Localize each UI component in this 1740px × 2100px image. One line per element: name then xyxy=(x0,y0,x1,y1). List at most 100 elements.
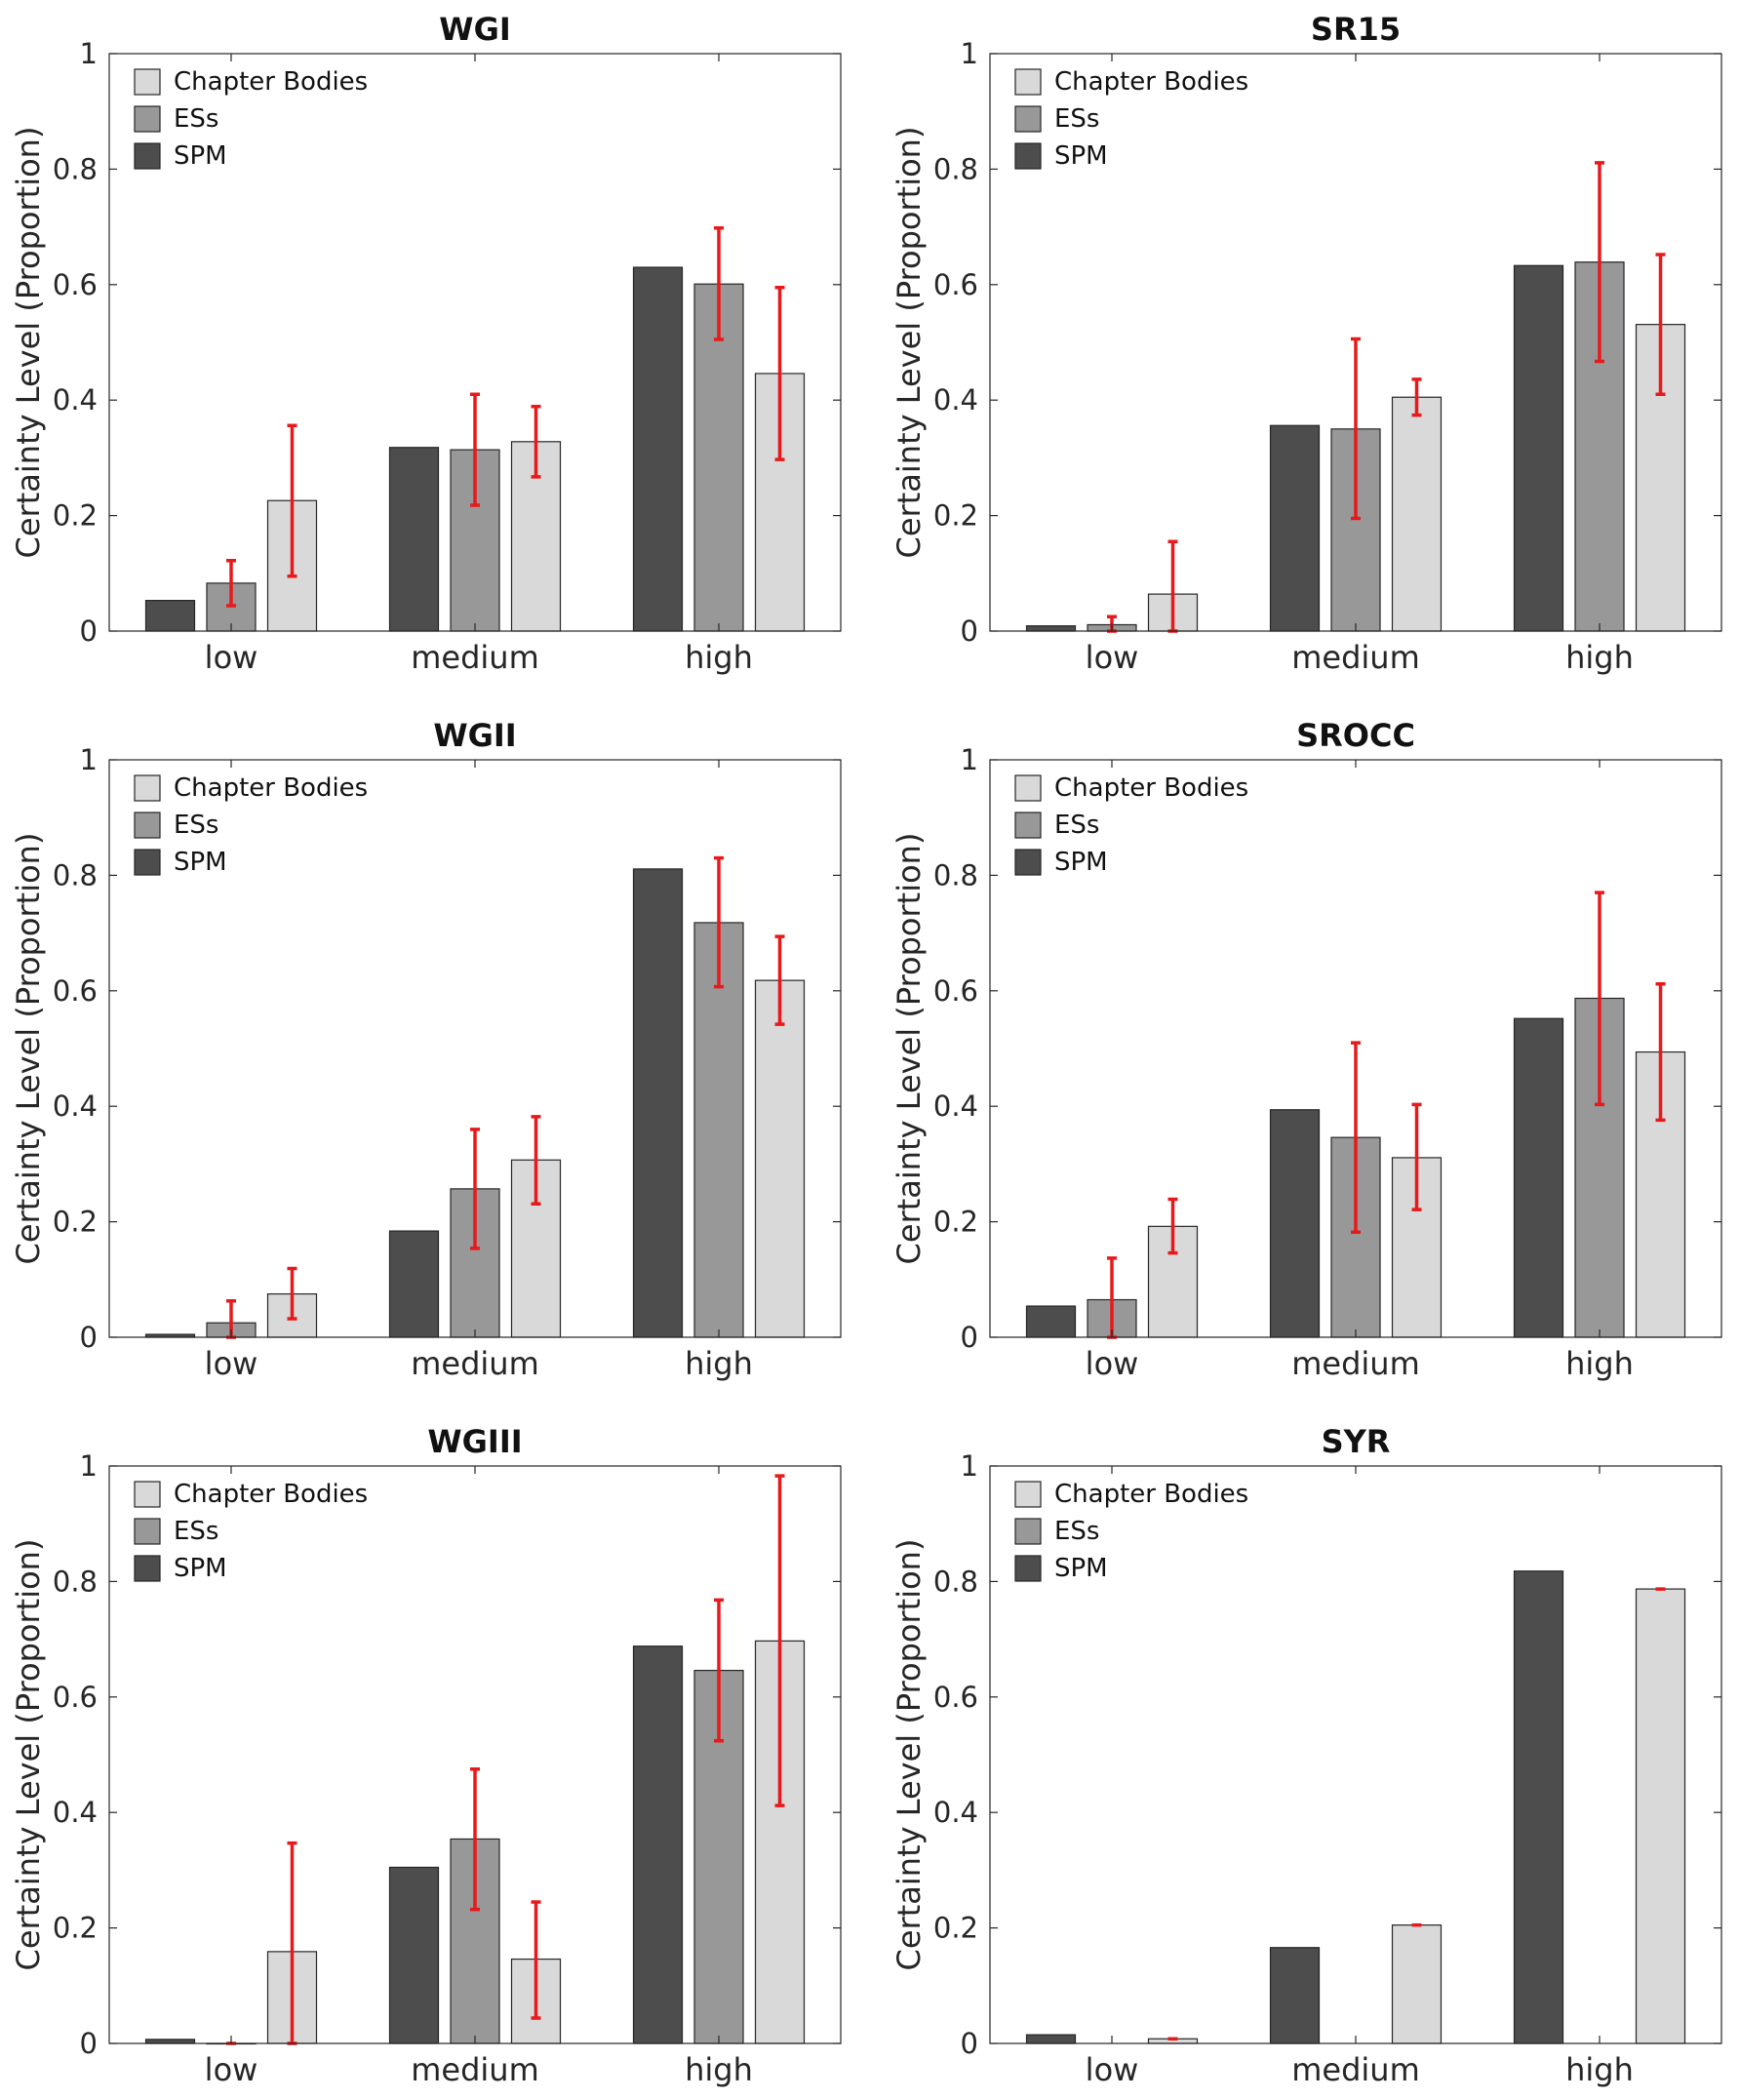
chart-panel-sr15: SR15 Certainty Level (Proportion) 0 0.2 0.4 0… xyxy=(890,11,1722,676)
y-tick-label: 0.8 xyxy=(53,1565,98,1598)
bar-ess-high xyxy=(693,283,744,632)
x-tick-label: low xyxy=(205,1345,258,1382)
legend-label: SPM xyxy=(174,848,227,877)
axes-frame xyxy=(108,1465,842,2044)
error-bar-chapter-bodies-high xyxy=(1655,981,1666,1123)
x-tick-label: high xyxy=(1565,2051,1634,2088)
legend-swatch-chapter-bodies xyxy=(1014,68,1042,96)
error-bar-ess-high xyxy=(714,855,724,989)
legend-label: ESs xyxy=(1054,1517,1099,1546)
legend-label: Chapter Bodies xyxy=(174,67,368,97)
y-tick-label: 1 xyxy=(80,37,98,70)
chart-title: SR15 xyxy=(1311,11,1401,48)
y-tick-label: 0.6 xyxy=(933,268,978,301)
bar-spm-high xyxy=(1513,264,1564,632)
y-tick-label: 0.4 xyxy=(53,1090,98,1123)
error-bar-chapter-bodies-medium xyxy=(1411,377,1422,417)
error-bar-ess-high xyxy=(1595,891,1604,1107)
x-tick-label: high xyxy=(685,639,753,676)
legend-swatch-chapter-bodies xyxy=(134,1481,161,1508)
legend-label: Chapter Bodies xyxy=(174,773,368,803)
legend-label: Chapter Bodies xyxy=(1054,67,1248,97)
error-bar-chapter-bodies-low xyxy=(287,423,297,578)
legend-label: ESs xyxy=(174,104,218,134)
legend-swatch-ess xyxy=(1014,1518,1042,1545)
y-tick-label: 1 xyxy=(961,37,978,70)
legend-swatch-ess xyxy=(1014,812,1042,839)
legend-swatch-ess xyxy=(134,1518,161,1545)
error-bar-chapter-bodies-low xyxy=(1167,1197,1178,1255)
y-axis-label: Certainty Level (Proportion) xyxy=(10,833,47,1265)
y-tick-label: 0.8 xyxy=(933,1565,978,1598)
chart-title: SROCC xyxy=(1296,717,1415,754)
x-tick-label: medium xyxy=(411,1345,539,1382)
legend-swatch-ess xyxy=(134,812,161,839)
bar-chapter-bodies-medium xyxy=(1391,1924,1443,2044)
y-tick-label: 0.6 xyxy=(53,974,98,1008)
bar-spm-medium xyxy=(388,1866,440,2044)
error-bar-ess-medium xyxy=(470,1128,480,1250)
chart-panel-wgi: WGI Certainty Level (Proportion) 0 0.2 0.4 0.… xyxy=(10,11,842,676)
chart-title: SYR xyxy=(1322,1423,1391,1460)
legend-swatch-spm xyxy=(1014,849,1042,876)
legend-swatch-chapter-bodies xyxy=(1014,774,1042,802)
y-axis-label: Certainty Level (Proportion) xyxy=(890,1539,928,1971)
y-tick-label: 0.2 xyxy=(933,1912,978,1945)
axes-frame xyxy=(108,53,842,632)
bar-spm-medium xyxy=(388,1230,440,1338)
y-tick-label: 0.4 xyxy=(933,1796,978,1829)
error-bar-chapter-bodies-high xyxy=(1655,253,1666,397)
x-tick-label: medium xyxy=(1291,2051,1420,2088)
error-bar-ess-medium xyxy=(470,1767,480,1912)
y-tick-label: 0 xyxy=(80,614,98,648)
x-tick-label: medium xyxy=(411,639,539,676)
error-bar-chapter-bodies-medium xyxy=(531,1115,541,1206)
x-tick-label: high xyxy=(1565,1345,1634,1382)
error-bar-chapter-bodies-medium xyxy=(531,1900,541,2020)
y-tick-label: 0 xyxy=(80,1321,98,1354)
legend-swatch-spm xyxy=(1014,142,1042,170)
y-tick-label: 0.2 xyxy=(933,1206,978,1239)
legend-swatch-spm xyxy=(134,142,161,170)
legend-swatch-spm xyxy=(1014,1555,1042,1582)
error-bar-chapter-bodies-low xyxy=(287,1266,297,1321)
chart-title: WGIII xyxy=(427,1423,522,1460)
bar-spm-medium xyxy=(1269,1947,1321,2044)
legend-label: ESs xyxy=(1054,811,1099,840)
chart-title: WGI xyxy=(439,11,510,48)
y-tick-label: 1 xyxy=(961,743,978,776)
chart-title: WGII xyxy=(433,717,516,754)
legend-swatch-ess xyxy=(134,105,161,133)
bar-spm-low xyxy=(144,2039,196,2044)
axes-frame xyxy=(989,759,1722,1338)
y-tick-label: 0.8 xyxy=(933,152,978,185)
y-tick-label: 0 xyxy=(961,614,978,648)
y-tick-label: 0.8 xyxy=(53,858,98,892)
bar-chapter-bodies-medium xyxy=(1391,396,1443,632)
bar-chapter-bodies-high xyxy=(754,979,806,1338)
x-tick-label: medium xyxy=(411,2051,539,2088)
bar-spm-low xyxy=(1025,2034,1077,2044)
bar-spm-high xyxy=(1513,1017,1564,1338)
y-tick-label: 0.4 xyxy=(53,383,98,416)
y-axis-label: Certainty Level (Proportion) xyxy=(890,127,928,559)
legend-label: ESs xyxy=(1054,104,1099,134)
legend-label: SPM xyxy=(1054,1554,1108,1583)
y-axis-label: Certainty Level (Proportion) xyxy=(10,127,47,559)
chart-panel-wgii: WGII Certainty Level (Proportion) 0 0.2 0.4 0… xyxy=(10,717,842,1382)
legend-label: SPM xyxy=(174,141,227,171)
bar-spm-medium xyxy=(1269,424,1321,632)
y-tick-label: 0.2 xyxy=(933,499,978,533)
x-tick-label: high xyxy=(685,2051,753,2088)
error-bar-ess-high xyxy=(714,226,724,341)
y-tick-label: 0.2 xyxy=(53,1912,98,1945)
y-tick-label: 0.8 xyxy=(53,152,98,185)
x-tick-label: low xyxy=(205,2051,258,2088)
error-bar-ess-medium xyxy=(470,392,480,507)
error-bar-ess-high xyxy=(714,1598,724,1743)
error-bar-chapter-bodies-high xyxy=(774,286,785,461)
chart-panel-syr: SYR Certainty Level (Proportion) 0 0.2 0.4 0.… xyxy=(890,1423,1722,2088)
axes-frame xyxy=(108,759,842,1338)
y-tick-label: 0.6 xyxy=(933,1681,978,1714)
